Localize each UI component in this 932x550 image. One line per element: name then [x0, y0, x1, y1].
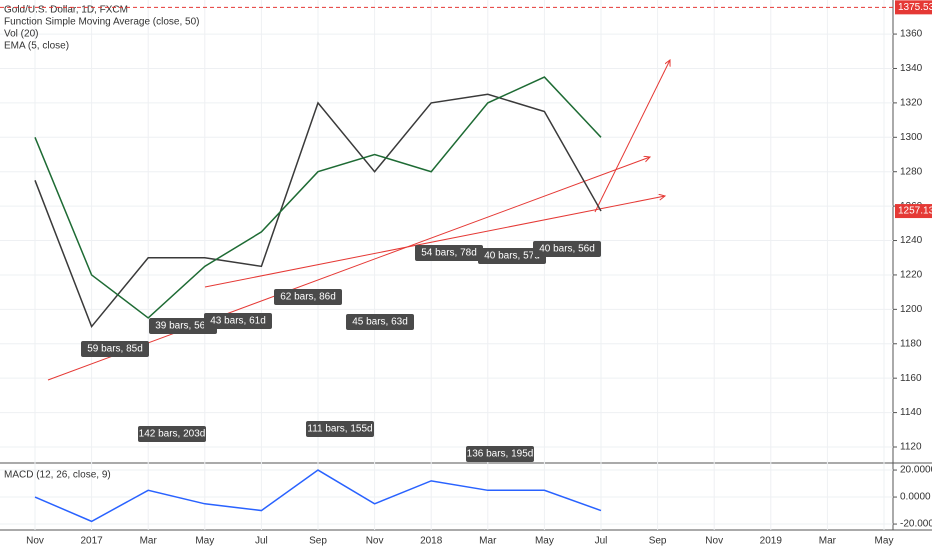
annotation-box	[478, 248, 546, 264]
x-tick-label: Nov	[705, 536, 723, 547]
legend-text: Function Simple Moving Average (close, 5…	[4, 17, 199, 28]
annotation-label: 142 bars, 203d	[139, 429, 206, 440]
annotation-label: 59 bars, 85d	[87, 344, 143, 355]
macd-title: MACD (12, 26, close, 9)	[4, 470, 111, 481]
series-line	[34, 93, 602, 329]
annotation-box	[415, 245, 483, 261]
last-price-label: 1257.13	[898, 206, 932, 217]
x-tick-label: Jul	[255, 536, 268, 547]
y-tick-label: 1180	[900, 338, 922, 349]
series-line	[34, 76, 602, 319]
y-tick-label: 1220	[900, 270, 923, 281]
y-tick-label: 1200	[900, 304, 923, 315]
annotation-box	[346, 314, 414, 330]
x-tick-label: Mar	[479, 536, 497, 547]
annotation-label: 54 bars, 78d	[421, 248, 477, 259]
y-tick-label: 1340	[900, 63, 923, 74]
annotation-label: 136 bars, 195d	[467, 449, 534, 460]
y-tick-label: 20.0000	[900, 465, 932, 476]
x-tick-label: Mar	[819, 536, 837, 547]
chart-title: Gold/U.S. Dollar, 1D, FXCM	[4, 5, 128, 16]
annotation-box	[204, 313, 272, 329]
x-tick-label: Jul	[595, 536, 608, 547]
x-tick-label: 2018	[420, 536, 443, 547]
annotation-box	[138, 426, 206, 442]
y-tick-label: 1300	[900, 132, 923, 143]
y-tick-label: 0.0000	[900, 492, 931, 503]
annotation-label: 62 bars, 86d	[280, 292, 336, 303]
annotation-label: 45 bars, 63d	[352, 317, 408, 328]
x-tick-label: Sep	[309, 536, 327, 547]
annotation-box	[533, 241, 601, 257]
x-tick-label: May	[195, 536, 214, 547]
x-tick-label: 2019	[760, 536, 783, 547]
annotation-box	[81, 341, 149, 357]
y-tick-label: 1140	[900, 407, 922, 418]
annotation-label: 40 bars, 56d	[539, 244, 595, 255]
y-tick-label: 1280	[900, 166, 923, 177]
annotation-label: 39 bars, 56d	[155, 321, 211, 332]
legend-text: EMA (5, close)	[4, 41, 69, 52]
legend-text: Vol (20)	[4, 29, 38, 40]
plot-area	[0, 0, 893, 530]
x-tick-label: Sep	[649, 536, 667, 547]
series-line	[34, 469, 602, 523]
y-tick-label: 1240	[900, 235, 923, 246]
x-tick-label: Mar	[140, 536, 158, 547]
y-tick-label: 1360	[900, 29, 923, 40]
annotation-label: 43 bars, 61d	[210, 316, 266, 327]
y-tick-label: 1160	[900, 373, 922, 384]
annotation-label: 40 bars, 57d	[484, 251, 540, 262]
y-tick-label: 1120	[900, 442, 922, 453]
annotation-box	[274, 289, 342, 305]
y-tick-label: -20.0000	[900, 519, 932, 530]
x-tick-label: 2017	[80, 536, 103, 547]
last-price-tag	[895, 204, 932, 219]
x-tick-label: May	[535, 536, 554, 547]
level-tag	[895, 0, 932, 15]
annotation-box	[149, 318, 217, 334]
annotation-label: 111 bars, 155d	[307, 424, 372, 435]
level-label: 1375.53	[898, 2, 932, 13]
annotation-box	[466, 446, 534, 462]
y-tick-label: 1320	[900, 98, 923, 109]
x-tick-label: Nov	[26, 536, 44, 547]
annotation-box	[306, 421, 374, 437]
x-tick-label: Nov	[366, 536, 384, 547]
x-tick-label: May	[875, 536, 894, 547]
